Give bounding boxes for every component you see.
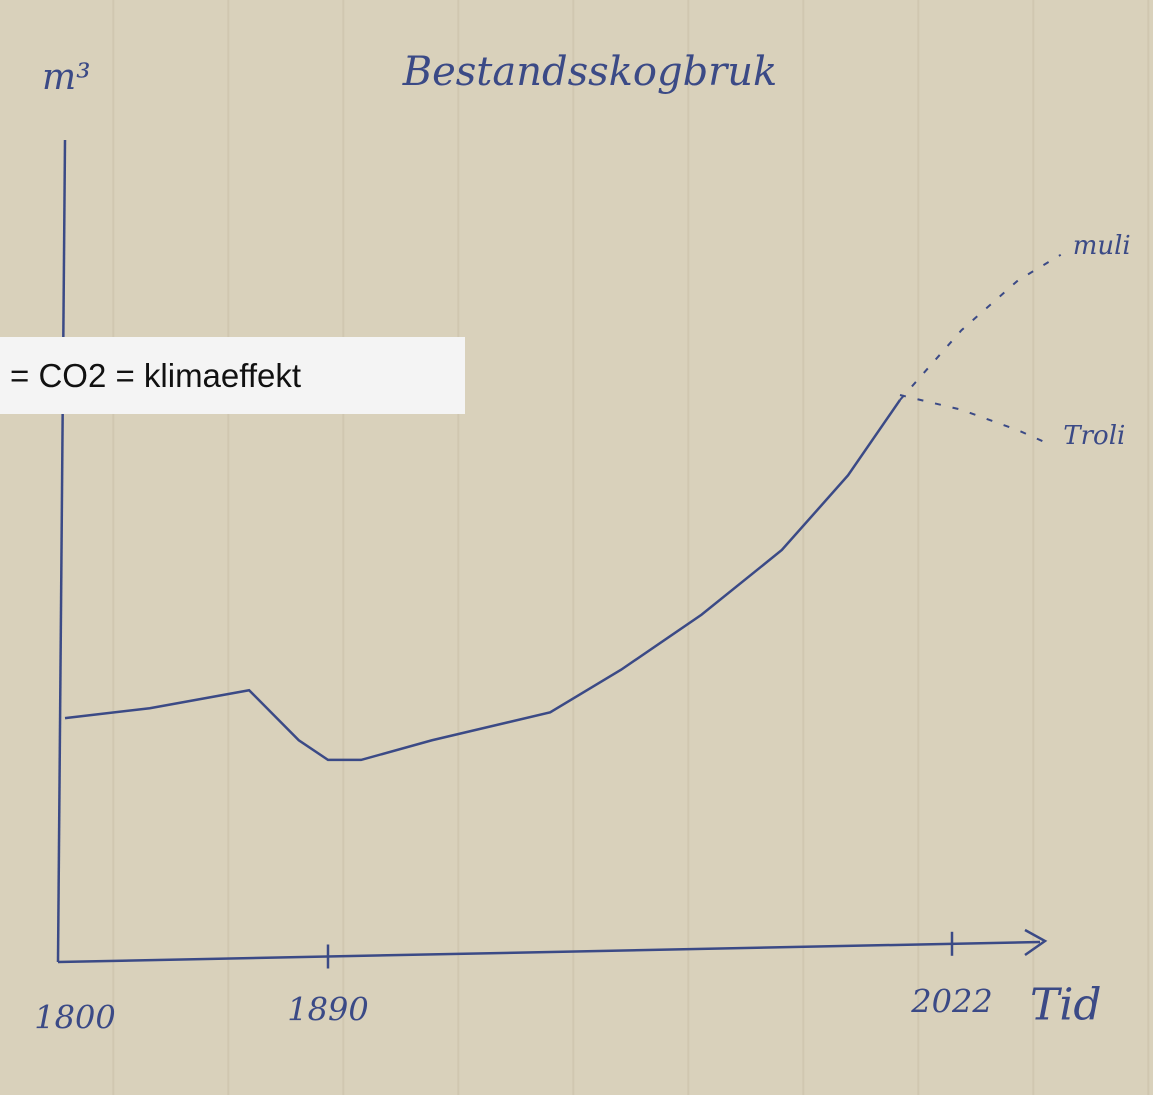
y-axis-label: m³ [42,57,91,98]
y-axis [56,139,67,963]
x-tick-label: 1800 [34,999,115,1037]
x-axis-arrow [1024,928,1048,957]
line [64,399,902,762]
dashed-line [899,394,1052,446]
x-axis [57,940,1041,964]
x-axis-label: Tid [1030,980,1102,1031]
dashed-line [899,253,1062,401]
overlay-label: = CO2 = klimaeffekt [0,337,465,414]
line-label: Troli [1063,421,1125,451]
x-tick-label: 2022 [910,983,992,1021]
x-tick-label: 1890 [287,991,368,1029]
line-label: muli [1073,231,1131,261]
chart-title: Bestandsskogbruk [402,49,778,95]
